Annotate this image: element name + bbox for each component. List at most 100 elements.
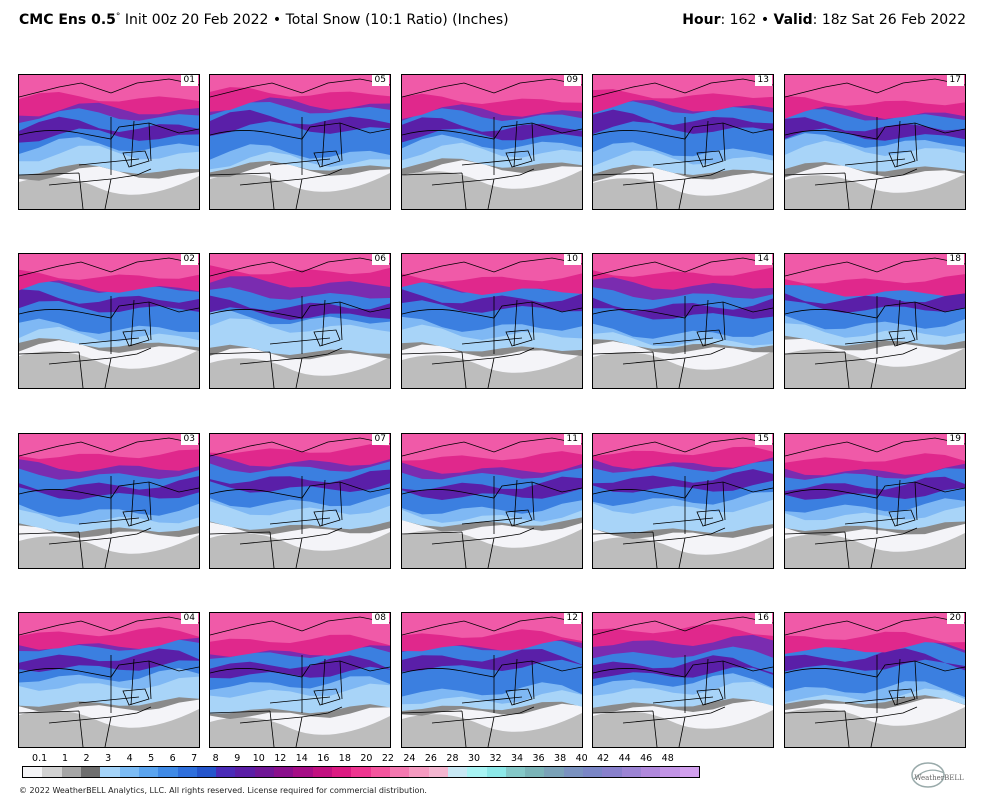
colorbar-swatch [42, 767, 62, 777]
snowfall-map [402, 254, 582, 388]
snowfall-map [785, 613, 965, 747]
snowfall-map [210, 254, 390, 388]
snowfall-map [19, 254, 199, 388]
colorbar-swatch [447, 767, 468, 777]
colorbar-tick-label: 3 [105, 753, 112, 764]
colorbar-tick-label: 32 [489, 753, 502, 764]
colorbar-swatch [235, 767, 255, 777]
ensemble-member-grid: 01 0 [18, 74, 966, 748]
colorbar-swatch [544, 767, 564, 777]
model-name: CMC Ens 0.5 [19, 12, 116, 28]
snowfall-map [19, 613, 199, 747]
valid-time: Hour: 162 • Valid: 18z Sat 26 Feb 2022 [682, 12, 966, 28]
colorbar-tick-label: 1 [62, 753, 69, 764]
ensemble-panel: 16 [592, 612, 774, 748]
member-number-label: 12 [563, 613, 581, 624]
member-number-label: 16 [754, 613, 772, 624]
colorbar-swatch [100, 767, 120, 777]
ensemble-panel: 08 [209, 612, 391, 748]
snowfall-colorbar [22, 766, 700, 778]
colorbar-swatch [563, 767, 584, 777]
colorbar-tick-label: 40 [575, 753, 588, 764]
colorbar-tick-label: 34 [511, 753, 524, 764]
colorbar-swatch [351, 767, 371, 777]
colorbar-tick-label: 5 [148, 753, 155, 764]
colorbar-tick-label: 14 [295, 753, 308, 764]
colorbar-tick-label: 24 [403, 753, 416, 764]
ensemble-panel: 12 [401, 612, 583, 748]
colorbar-swatch [621, 767, 641, 777]
colorbar-tick-label: 6 [169, 753, 176, 764]
colorbar-tick-label: 4 [126, 753, 133, 764]
colorbar-swatch [196, 767, 217, 777]
colorbar-swatch [216, 767, 236, 777]
colorbar-tick-label: 8 [212, 753, 219, 764]
member-number-label: 06 [371, 254, 389, 265]
colorbar-swatch [254, 767, 275, 777]
colorbar-swatch [660, 767, 680, 777]
ensemble-panel: 14 [592, 253, 774, 389]
colorbar-tick-label: 9 [234, 753, 241, 764]
snowfall-map [402, 613, 582, 747]
ensemble-panel: 05 [209, 74, 391, 210]
colorbar-tick-labels: 0.1 1 2 3 4 5 6 7 8 9 10 12 14 16 18 20 22 24 26 28 30 32 34 36… [22, 753, 700, 765]
member-number-label: 05 [371, 75, 389, 86]
colorbar-tick-label: 30 [467, 753, 481, 764]
colorbar-swatch [23, 767, 43, 777]
ensemble-panel: 03 [18, 433, 200, 569]
member-number-label: 11 [563, 434, 581, 445]
copyright-footer: © 2022 WeatherBELL Analytics, LLC. All r… [19, 786, 427, 795]
colorbar-tick-label: 48 [661, 753, 674, 764]
colorbar-tick-label: 10 [252, 753, 265, 764]
colorbar-tick-label: 28 [446, 753, 459, 764]
map-title: CMC Ens 0.5° Init 00z 20 Feb 2022 • Tota… [19, 12, 509, 28]
colorbar-swatch [428, 767, 448, 777]
colorbar-swatch [583, 767, 603, 777]
member-number-label: 17 [946, 75, 964, 86]
colorbar-tick-label: 7 [191, 753, 198, 764]
colorbar-tick-label: 22 [381, 753, 394, 764]
valid-label: Valid [773, 12, 813, 28]
ensemble-panel: 07 [209, 433, 391, 569]
member-number-label: 08 [371, 613, 389, 624]
colorbar-swatch [119, 767, 139, 777]
colorbar-swatch [138, 767, 159, 777]
hour-label: Hour [682, 12, 721, 28]
colorbar-swatch [274, 767, 294, 777]
colorbar-tick-label: 42 [597, 753, 610, 764]
colorbar-swatch [602, 767, 622, 777]
svg-text:WeatherBELL: WeatherBELL [914, 774, 964, 782]
colorbar-swatch [641, 767, 661, 777]
snowfall-map [402, 434, 582, 568]
ensemble-panel: 02 [18, 253, 200, 389]
ensemble-panel: 15 [592, 433, 774, 569]
colorbar-tick-label: 16 [317, 753, 330, 764]
ensemble-panel: 17 [784, 74, 966, 210]
colorbar-swatch [505, 767, 526, 777]
ensemble-panel: 18 [784, 253, 966, 389]
ensemble-panel: 11 [401, 433, 583, 569]
colorbar-tick-label: 36 [532, 753, 545, 764]
colorbar-swatch [332, 767, 352, 777]
colorbar-swatch [679, 767, 699, 777]
colorbar-swatch [61, 767, 81, 777]
snowfall-map [785, 254, 965, 388]
valid-value: : 18z Sat 26 Feb 2022 [812, 12, 966, 28]
colorbar-tick-label: 18 [338, 753, 351, 764]
member-number-label: 10 [563, 254, 581, 265]
snowfall-map [210, 75, 390, 209]
ensemble-panel: 01 [18, 74, 200, 210]
member-number-label: 07 [371, 434, 389, 445]
colorbar-swatch [389, 767, 410, 777]
colorbar-swatch [158, 767, 178, 777]
ensemble-panel: 09 [401, 74, 583, 210]
ensemble-panel: 06 [209, 253, 391, 389]
snowfall-map [593, 613, 773, 747]
colorbar-swatch [80, 767, 101, 777]
colorbar-tick-label: 2 [83, 753, 90, 764]
snowfall-map [593, 434, 773, 568]
ensemble-panel: 20 [784, 612, 966, 748]
colorbar-tick-label: 0.1 [32, 753, 48, 764]
hour-value: : 162 • [720, 12, 774, 28]
ensemble-panel: 10 [401, 253, 583, 389]
